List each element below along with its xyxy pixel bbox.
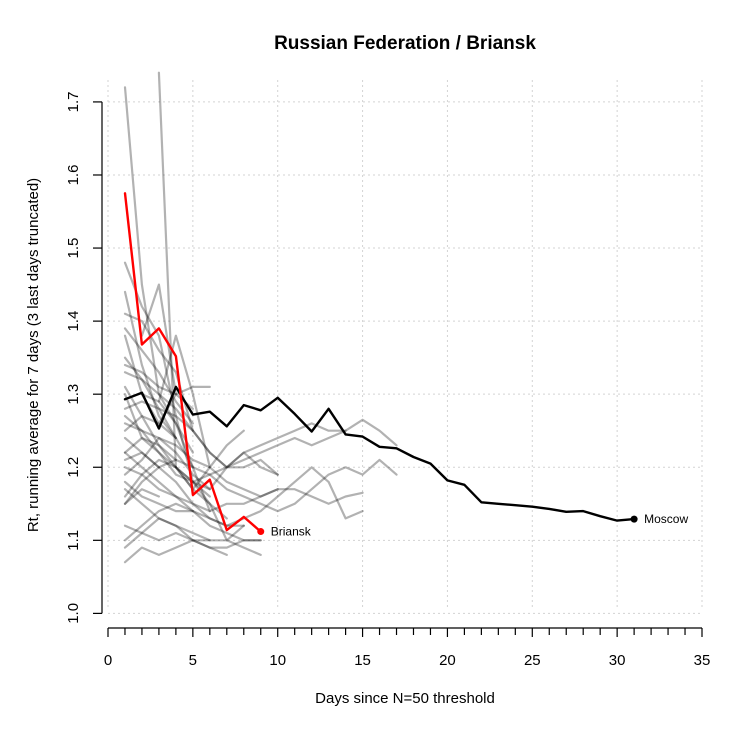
x-tick-label: 10 <box>269 652 286 669</box>
y-tick-label: 1.4 <box>65 311 82 332</box>
background-series-line <box>123 488 245 542</box>
x-tick-label: 15 <box>354 652 371 669</box>
background-series-line <box>123 458 211 498</box>
background-series-line <box>123 393 347 483</box>
x-tick-label: 30 <box>609 652 626 669</box>
series-line-moscow <box>123 385 636 522</box>
background-series-line <box>123 517 228 557</box>
background-series-line <box>123 466 364 513</box>
y-tick-label: 1.6 <box>65 165 82 186</box>
background-series-line <box>123 422 279 498</box>
background-series-line <box>123 371 177 440</box>
background-series-line <box>123 458 398 513</box>
background-series-line <box>123 385 228 520</box>
background-series-line <box>123 524 211 542</box>
background-series-line <box>123 539 262 564</box>
background-series-line <box>123 488 160 505</box>
x-tick-label: 5 <box>189 652 197 669</box>
series-label-briansk: Briansk <box>271 525 312 539</box>
background-series-line <box>157 71 245 491</box>
background-series-line <box>174 451 279 491</box>
background-series-line <box>140 393 194 454</box>
background-series-group <box>123 71 398 564</box>
background-series-line <box>123 480 194 513</box>
y-axis-label: Rt, running average for 7 days (3 last d… <box>25 178 42 532</box>
x-tick-label: 20 <box>439 652 456 669</box>
y-tick-label: 1.2 <box>65 457 82 478</box>
background-series-line <box>123 290 194 469</box>
background-series-line <box>123 415 177 469</box>
background-series-line <box>123 451 160 469</box>
series-line-briansk <box>123 192 262 533</box>
x-tick-label: 25 <box>524 652 541 669</box>
y-tick-label: 1.5 <box>65 238 82 259</box>
y-tick-label: 1.7 <box>65 91 82 112</box>
background-series-line <box>123 436 211 491</box>
highlight-series-group: Moscow Briansk <box>123 192 688 539</box>
series-end-point-moscow <box>630 515 638 523</box>
series-end-point-briansk <box>257 528 265 536</box>
background-series-line <box>157 334 211 469</box>
axes: 0 5 10 15 20 25 30 35 1.0 1.1 1.2 1.3 1.4 1.5 1.6 1.7 <box>65 91 710 669</box>
background-series-line <box>123 400 194 432</box>
background-series-line <box>123 451 262 542</box>
x-axis-label: Days since N=50 threshold <box>315 690 495 707</box>
background-series-line <box>123 261 262 557</box>
series-label-moscow: Moscow <box>644 512 688 526</box>
y-tick-label: 1.3 <box>65 384 82 405</box>
background-series-line <box>140 283 177 396</box>
background-series-line <box>123 436 177 461</box>
grid <box>107 80 703 614</box>
x-tick-label: 35 <box>694 652 711 669</box>
y-tick-label: 1.0 <box>65 603 82 624</box>
x-tick-label: 0 <box>104 652 112 669</box>
chart-title: Russian Federation / Briansk <box>274 33 536 54</box>
y-tick-label: 1.1 <box>65 530 82 551</box>
background-series-line <box>123 415 177 440</box>
